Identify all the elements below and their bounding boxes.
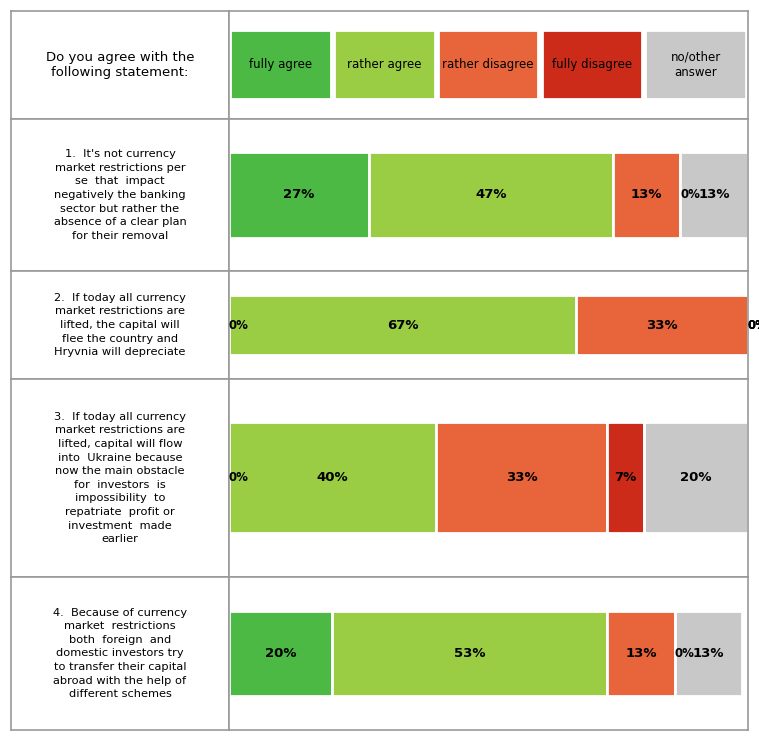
Bar: [675, 611, 742, 697]
Bar: [228, 611, 332, 697]
Text: 13%: 13%: [625, 647, 657, 660]
Text: 20%: 20%: [265, 647, 296, 660]
Text: 53%: 53%: [454, 647, 486, 660]
Text: rather agree: rather agree: [347, 59, 421, 71]
FancyBboxPatch shape: [438, 30, 538, 99]
Text: 33%: 33%: [506, 471, 537, 485]
Text: fully disagree: fully disagree: [552, 59, 632, 71]
Bar: [436, 422, 607, 534]
Text: 47%: 47%: [475, 188, 506, 202]
Bar: [228, 295, 576, 355]
Text: 0%: 0%: [748, 319, 759, 331]
Bar: [613, 152, 680, 238]
Text: 0%: 0%: [228, 319, 248, 331]
Bar: [644, 422, 748, 534]
FancyBboxPatch shape: [542, 30, 642, 99]
Bar: [680, 152, 748, 238]
Text: Do you agree with the
following statement:: Do you agree with the following statemen…: [46, 51, 194, 79]
Text: 3.  If today all currency
market restrictions are
lifted, capital will flow
into: 3. If today all currency market restrict…: [54, 412, 186, 544]
Bar: [576, 295, 748, 355]
Text: 67%: 67%: [386, 319, 418, 331]
Text: fully agree: fully agree: [249, 59, 312, 71]
Bar: [332, 611, 607, 697]
FancyBboxPatch shape: [334, 30, 435, 99]
Text: 27%: 27%: [283, 188, 314, 202]
FancyBboxPatch shape: [230, 30, 331, 99]
Bar: [607, 611, 675, 697]
Text: 20%: 20%: [680, 471, 711, 485]
FancyBboxPatch shape: [645, 30, 746, 99]
Text: 2.  If today all currency
market restrictions are
lifted, the capital will
flee : 2. If today all currency market restrict…: [54, 293, 186, 357]
Text: 0%: 0%: [680, 188, 700, 202]
Text: 13%: 13%: [693, 647, 724, 660]
Text: rather disagree: rather disagree: [442, 59, 534, 71]
Text: no/other
answer: no/other answer: [671, 51, 721, 79]
Bar: [228, 422, 436, 534]
Text: 7%: 7%: [615, 471, 637, 485]
Text: 4.  Because of currency
market  restrictions
both  foreign  and
domestic investo: 4. Because of currency market restrictio…: [53, 608, 187, 700]
Text: 13%: 13%: [698, 188, 729, 202]
Bar: [607, 422, 644, 534]
Text: 40%: 40%: [317, 471, 348, 485]
Text: 0%: 0%: [675, 647, 694, 660]
Bar: [228, 152, 369, 238]
Text: 13%: 13%: [631, 188, 662, 202]
Text: 1.  It's not currency
market restrictions per
se  that  impact
negatively the ba: 1. It's not currency market restrictions…: [54, 149, 187, 241]
Text: 0%: 0%: [228, 471, 248, 485]
Text: 0%: 0%: [748, 319, 759, 331]
Bar: [369, 152, 613, 238]
Text: 33%: 33%: [646, 319, 678, 331]
